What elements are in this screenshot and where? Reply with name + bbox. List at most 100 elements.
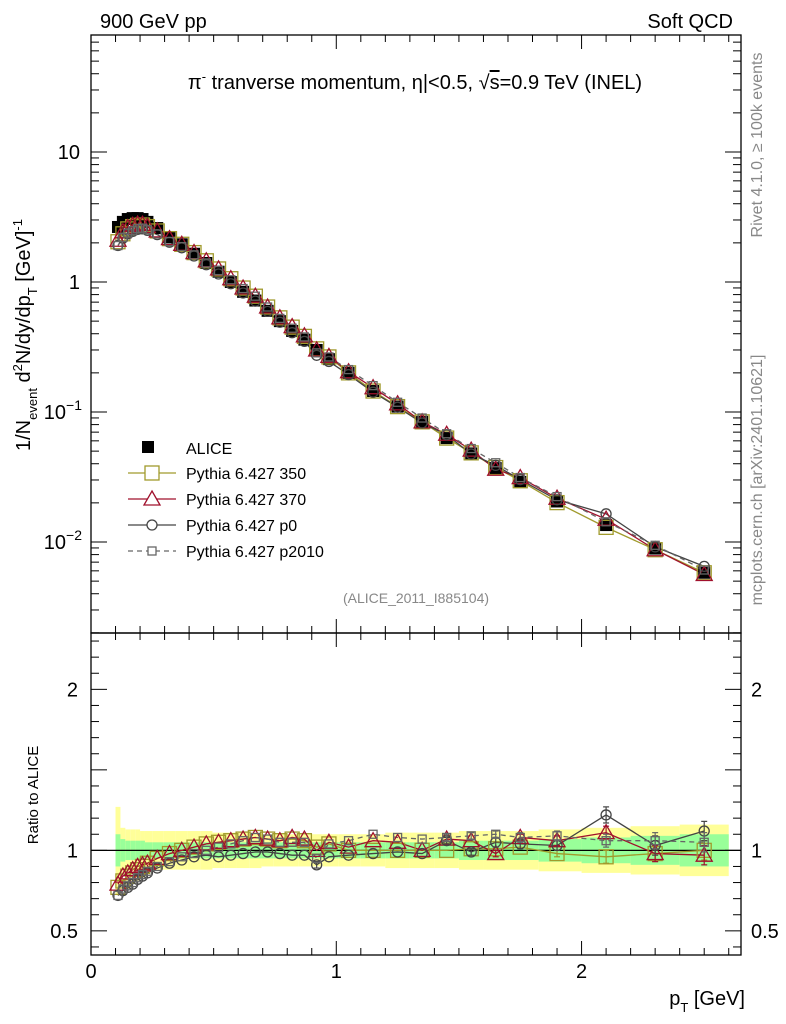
ratio-point-p370-18 [283,828,302,845]
ratio-point-p2010-24 [392,832,403,843]
ratio-point-p2010-1 [118,884,128,894]
ratio-point-p2010-8 [164,856,175,867]
main-point-p0-24 [391,401,404,413]
main-point-p0-20 [311,349,323,361]
main-point-p2010-24 [392,397,403,407]
ratio-point-p2010-11 [201,845,211,855]
analysis-id: (ALICE_2011_I885104) [343,590,489,606]
main-point-p0-11 [200,259,212,271]
ratio-point-p0-18 [286,849,298,861]
ratio-point-p0-9 [176,854,188,866]
ratio-point-p0-24 [391,846,404,858]
main-point-p2010-32 [650,540,660,550]
main-point-p350-31 [598,519,614,536]
main-point-p2010-27 [466,443,476,454]
ratio-point-p2010-7 [152,861,162,872]
ratio-point-p370-10 [184,837,204,854]
main-point-p0-19 [298,335,311,348]
ratio-point-p0-16 [261,846,274,858]
main-y-tick-label: 10−2 [44,527,82,554]
legend-marker-p370 [142,489,162,506]
main-point-p2010-4 [132,223,143,234]
legend-marker-p350 [144,465,160,481]
header-left: 900 GeV pp [100,11,207,33]
main-point-p0-25 [416,417,428,429]
main-point-p0-18 [286,327,298,339]
legend: ALICE Pythia 6.427 350 Pythia 6.427 370 … [128,441,324,561]
main-point-p0-31 [600,508,612,520]
ratio-point-p2010-13 [226,839,236,849]
ratio-point-p2010-21 [324,839,334,849]
main-point-p2010-6 [142,225,153,235]
ratio-plot-frame [90,632,742,956]
chart-title: π- tranverse momentum, η|<0.5, √s=0.9 Te… [188,69,642,94]
ratio-point-p2010-27 [466,831,476,841]
ratio-point-p2010-6 [142,866,153,876]
main-point-p2010-13 [226,275,236,285]
legend-label-p0: Pythia 6.427 p0 [186,518,297,535]
ratio-point-p0-10 [188,851,200,863]
main-point-p2010-2 [123,228,133,238]
ratio-y-tick-label: 1 [67,840,78,862]
main-line-p0 [117,228,705,567]
main-point-p2010-16 [262,302,273,312]
main-y-tick-label: 10−1 [44,397,82,424]
ratio-point-p350-21 [321,836,337,852]
legend-marker-p0 [146,519,158,531]
main-point-p0-21 [323,355,335,368]
main-point-p0-23 [367,386,379,398]
ratio-point-p2010-32 [650,836,660,846]
legend-label-p2010: Pythia 6.427 p2010 [186,544,324,561]
x-axis-label: pT [GeV] [669,988,745,1015]
ratio-point-p0-27 [465,846,477,858]
ratio-point-p370-25 [413,841,432,857]
ratio-point-p2010-20 [312,853,322,864]
ratio-y-axis-label: Ratio to ALICE [25,746,42,844]
ratio-point-p2010-18 [287,837,297,847]
main-point-p2010-33 [699,565,709,575]
ratio-point-p370-7 [148,849,167,866]
ratio-point-p2010-15 [250,832,260,843]
main-point-p350-18 [284,319,300,335]
main-point-p0-28 [490,459,502,472]
ratio-point-p0-22 [342,849,355,861]
ratio-point-p370-33 [695,845,714,862]
main-point-p0-33 [698,560,710,573]
ratio-point-p0-25 [416,847,428,860]
main-point-p2010-0 [113,240,123,251]
main-point-p2010-20 [312,348,322,358]
rivet-label: Rivet 4.1.0, ≥ 100k events [749,53,766,238]
ratio-point-p2010-22 [343,836,354,846]
ratio-point-p2010-14 [238,836,248,846]
main-point-p2010-9 [177,241,187,252]
ratio-point-p2010-3 [128,877,138,888]
ratio-point-p370-20 [307,841,326,857]
main-point-p0-13 [225,278,237,290]
main-point-p2010-7 [152,229,162,239]
ratio-point-p0-13 [225,849,237,861]
main-point-p0-16 [261,305,274,318]
alice-point-28 [489,462,502,475]
legend-label-p370: Pythia 6.427 370 [186,492,306,509]
ratio-point-p2010-19 [299,837,310,847]
main-point-p0-27 [465,448,477,460]
ratio-point-p2010-12 [213,842,224,852]
main-point-p0-30 [551,494,563,506]
ratio-axis-ticks [90,633,741,955]
ratio-line-p2010 [117,833,705,896]
ratio-point-p0-23 [367,847,379,860]
ratio-point-p2010-25 [417,834,427,844]
ratio-point-p0-14 [237,847,249,860]
ratio-point-p350-31 [598,849,614,865]
main-point-p2010-11 [201,258,211,268]
ratio-point-p2010-30 [552,831,562,841]
main-point-p0-12 [212,268,225,280]
ratio-point-p2010-9 [177,852,187,862]
main-point-p2010-23 [368,380,378,391]
main-y-tick-label: 10 [58,142,80,164]
main-point-p2010-29 [515,472,525,483]
tick-labels: 0 1 2 10 1 10−1 10−2 2 2 1 1 0.5 0.5 [44,142,779,983]
ratio-point-p370-32 [646,844,665,861]
main-point-p2010-26 [442,429,452,439]
